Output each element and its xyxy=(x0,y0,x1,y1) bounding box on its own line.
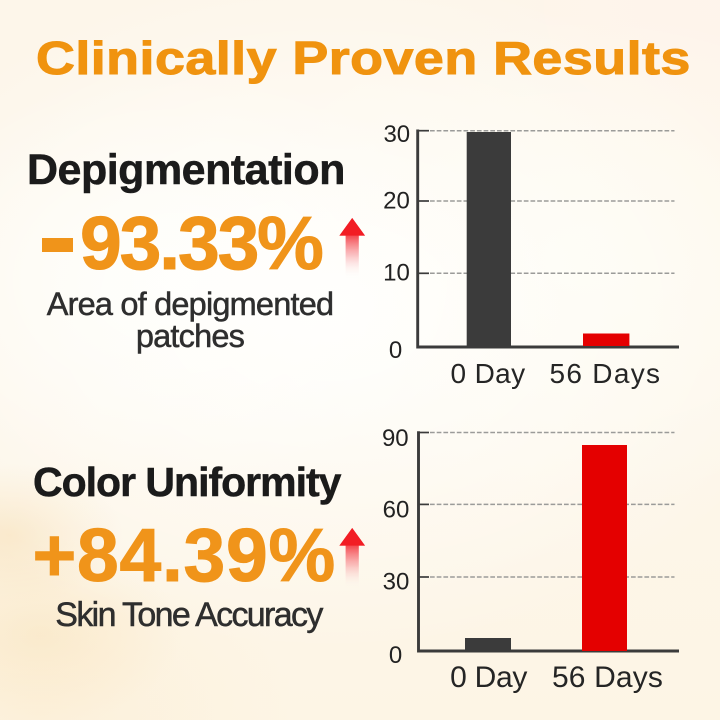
svg-text:10: 10 xyxy=(383,260,410,287)
svg-text:60: 60 xyxy=(383,497,410,524)
svg-text:0: 0 xyxy=(389,337,402,364)
svg-text:0: 0 xyxy=(389,642,402,669)
svg-text:0 Day: 0 Day xyxy=(451,358,526,389)
svg-text:56 Days: 56 Days xyxy=(549,358,661,389)
svg-text:20: 20 xyxy=(383,188,410,215)
svg-text:30: 30 xyxy=(383,121,410,148)
svg-text:30: 30 xyxy=(383,569,410,596)
svg-text:90: 90 xyxy=(382,425,409,452)
svg-text:56 Days: 56 Days xyxy=(552,661,663,694)
svg-text:0 Day: 0 Day xyxy=(450,661,527,694)
